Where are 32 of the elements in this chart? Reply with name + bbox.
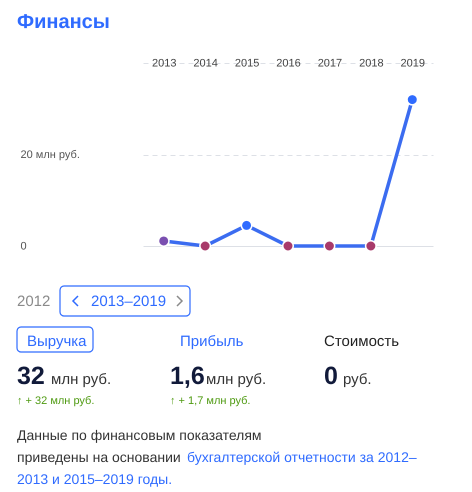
x-tick-label: 2014 (193, 58, 218, 70)
text: млн руб. (51, 371, 112, 388)
text: Данные по финансовым показателям (17, 427, 262, 443)
point (282, 240, 294, 252)
x-tick-label: 2018 (359, 58, 384, 70)
text: ↑ + 1,7 млн руб. (170, 395, 250, 407)
text: 32 (17, 362, 45, 390)
y-tick-label: 20 млн руб. (20, 149, 80, 161)
text: млн руб. (206, 371, 266, 388)
text: 0 (324, 362, 338, 390)
x-tick-label: 2013 (152, 58, 176, 70)
x-tick-label: 2019 (400, 58, 426, 70)
chart-title: Финансы (17, 11, 110, 33)
text: бухгалтерской отчетности за 2012– (187, 449, 417, 465)
text: 2013–2019 (91, 293, 166, 310)
text: ↑ + 32 млн руб. (17, 395, 94, 407)
text: 2012 (17, 293, 50, 310)
text: 2013 и 2015–2019 годы. (17, 471, 172, 487)
x-tick-label: 2017 (318, 58, 342, 70)
point (240, 219, 253, 232)
point (199, 240, 212, 252)
x-tick-label: 2016 (276, 58, 301, 70)
text: Прибыль (180, 333, 244, 350)
point (364, 240, 377, 252)
x-tick-label: 2015 (234, 58, 260, 70)
text: руб. (343, 371, 372, 388)
text: Стоимость (324, 333, 400, 350)
point (406, 94, 418, 106)
text: Выручка (27, 333, 88, 350)
point (323, 240, 336, 252)
text: приведены на основании (17, 449, 181, 465)
text: 1,6 (170, 362, 205, 390)
